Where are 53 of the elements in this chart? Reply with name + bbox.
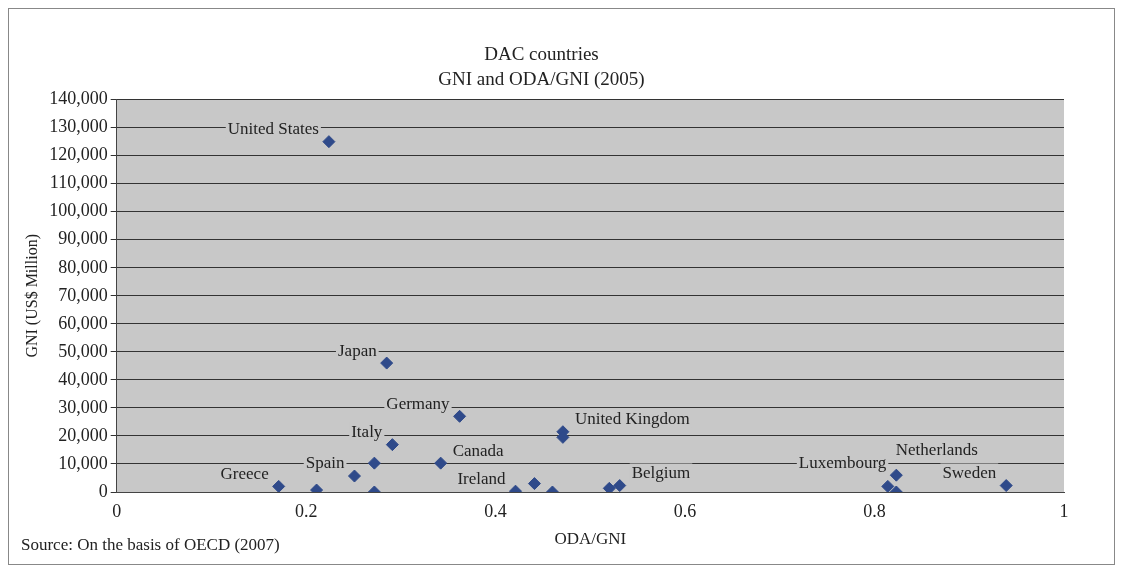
y-tick-label: 80,000	[58, 256, 108, 277]
y-tick-label: 50,000	[58, 340, 108, 361]
y-tick-label: 140,000	[49, 88, 108, 109]
annotation: Italy	[351, 422, 383, 442]
annotation: United Kingdom	[574, 409, 690, 429]
point	[999, 479, 1013, 492]
annotation: Netherlands	[895, 439, 978, 459]
point	[367, 456, 381, 470]
y-tick-label: 110,000	[49, 172, 108, 193]
annotation: Germany	[386, 393, 451, 413]
chart-subtitle: GNI and ODA/GNI (2005)	[438, 68, 645, 91]
y-tick-label: 60,000	[58, 312, 108, 333]
point	[322, 135, 336, 149]
y-tick-label: 100,000	[49, 200, 108, 221]
y-tick-label: 130,000	[49, 116, 108, 137]
annotation: Belgium	[631, 463, 691, 483]
x-tick-label: 0.6	[673, 500, 697, 521]
chart-title: DAC countries	[484, 43, 599, 65]
x-tick-label: 0.4	[484, 500, 507, 521]
annotation: Sweden	[942, 463, 997, 483]
annotation: Luxembourg	[798, 452, 887, 472]
point	[272, 479, 286, 492]
point	[434, 456, 448, 470]
y-tick-label: 30,000	[58, 396, 108, 417]
y-tick-label: 10,000	[58, 452, 108, 473]
point	[385, 438, 399, 452]
y-tick-label: 20,000	[58, 424, 108, 445]
annotation: Ireland	[457, 468, 507, 488]
point	[613, 479, 627, 492]
point	[380, 356, 394, 370]
annotation: Spain	[305, 453, 345, 473]
y-tick-label: 120,000	[49, 144, 108, 165]
x-tick-label: 0.8	[863, 500, 886, 521]
y-tick-label: 0	[98, 480, 108, 501]
y-tick-label: 90,000	[58, 228, 108, 249]
point	[881, 479, 895, 492]
x-axis-title: ODA/GNI	[554, 529, 627, 549]
y-tick-label: 40,000	[58, 368, 108, 389]
point	[602, 481, 616, 492]
y-axis-title: GNI (US$ Million)	[22, 234, 41, 358]
annotation: Canada	[452, 440, 505, 460]
x-tick-label: 1	[1059, 500, 1069, 521]
x-tick-label: 0	[112, 500, 122, 521]
x-tick-label: 0.2	[294, 500, 318, 521]
y-tick-label: 70,000	[58, 284, 108, 305]
source-note: Source: On the basis of OECD (2007)	[21, 535, 280, 554]
annotation: Greece	[220, 463, 269, 483]
point	[889, 468, 903, 482]
annotation: Japan	[337, 340, 378, 360]
point	[347, 469, 361, 483]
point	[453, 409, 467, 423]
point	[527, 477, 541, 491]
annotation: United States	[227, 119, 319, 139]
